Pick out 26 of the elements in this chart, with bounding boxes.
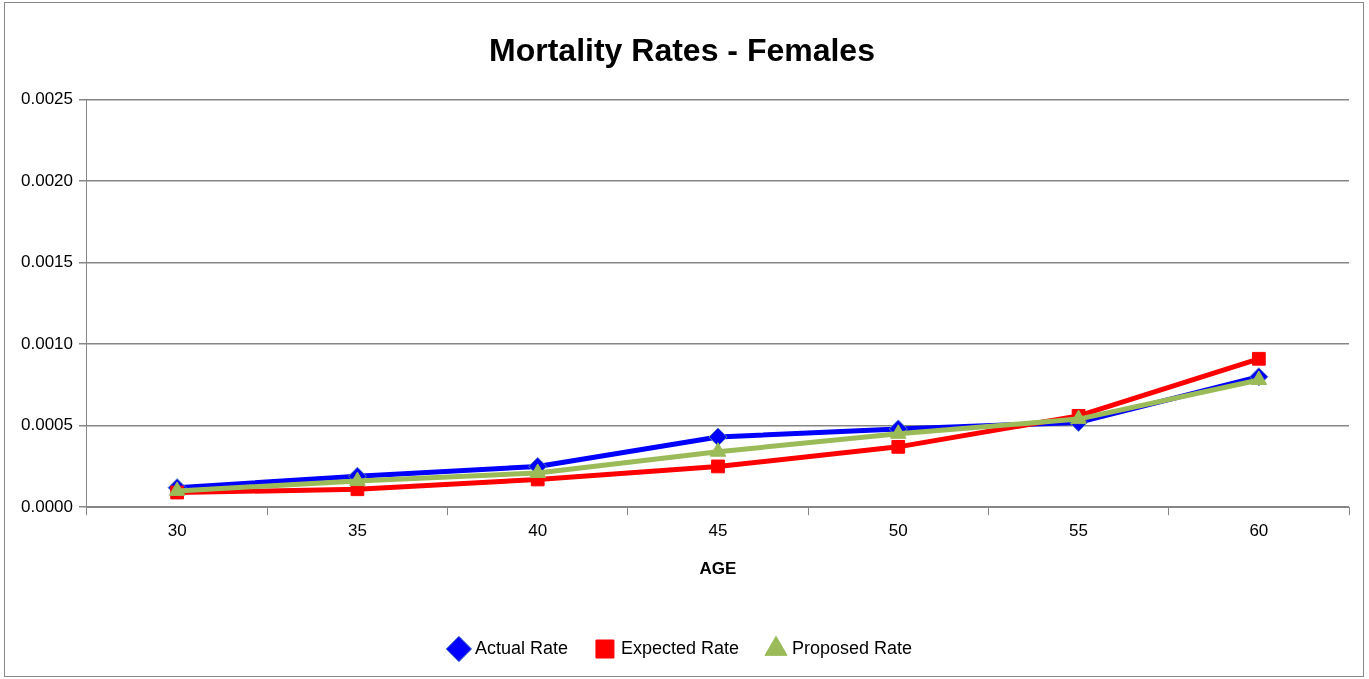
point <box>711 459 725 474</box>
chart-title: Mortality Rates - Females <box>489 32 875 69</box>
legend-label: Expected Rate <box>620 637 740 658</box>
y-tick-label: 0.0020 <box>21 170 73 190</box>
y-tick-label: 0.0010 <box>21 333 73 353</box>
point <box>889 424 907 439</box>
x-tick-label: 55 <box>1069 521 1089 541</box>
point <box>709 442 727 457</box>
point <box>891 439 906 454</box>
y-tick-label: 0.0000 <box>21 496 73 516</box>
y-tick-label: 0.0005 <box>21 415 73 435</box>
y-tick-label: 0.0025 <box>21 89 73 109</box>
legend-label: Proposed Rate <box>792 637 913 658</box>
x-tick-label: 35 <box>347 521 367 541</box>
point <box>1251 351 1266 366</box>
point <box>349 471 366 487</box>
x-axis-title: AGE <box>699 559 737 579</box>
x-tick-label: 40 <box>528 521 548 541</box>
point <box>529 463 547 478</box>
legend-label: Actual Rate <box>474 637 568 658</box>
point <box>708 427 728 447</box>
y-tick-label: 0.0015 <box>21 252 73 272</box>
x-tick-label: 45 <box>708 521 728 541</box>
x-tick-label: 60 <box>1249 521 1269 541</box>
x-tick-label: 30 <box>167 521 187 541</box>
x-tick-label: 50 <box>888 521 908 541</box>
